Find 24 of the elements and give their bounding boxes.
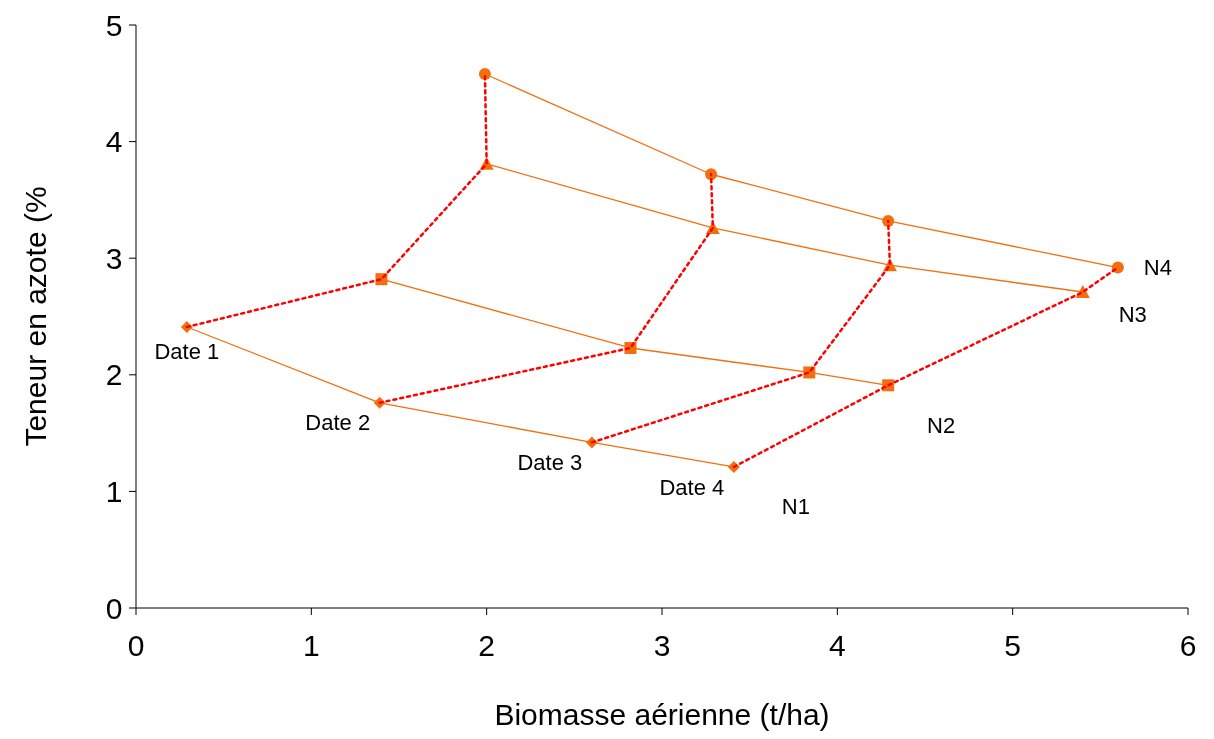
x-tick-label: 0 [127,629,145,662]
x-tick-label: 6 [1179,629,1197,662]
text: N1 [781,493,810,519]
y-tick-label: 0 [105,591,123,625]
series-label: Date 1 [154,338,220,364]
x-tick-label: 3 [653,629,671,662]
point [478,67,491,80]
series-label: N3 [1118,301,1147,327]
y-tick-label: 2 [105,358,123,392]
x-axis-title: Biomasse aérienne (t/ha) [494,698,830,731]
y-tick-label: 1 [105,474,123,508]
y-tick-label: 5 [105,8,123,42]
series-label: Date 3 [517,450,583,476]
x-tick-label: 1 [302,629,320,662]
x-tick-label: 5 [1004,629,1022,662]
y-axis-title: Teneur en azote (% [19,186,52,447]
y-tick-label: 4 [105,125,123,159]
series-label: N2 [927,412,956,438]
series-label: N4 [1143,255,1172,281]
x-tick-label: 2 [478,629,496,662]
x-tick-label: 4 [828,629,846,662]
series-label: Date 4 [659,474,725,500]
series-label: Date 2 [305,410,371,436]
y-tick-label: 3 [105,241,123,275]
